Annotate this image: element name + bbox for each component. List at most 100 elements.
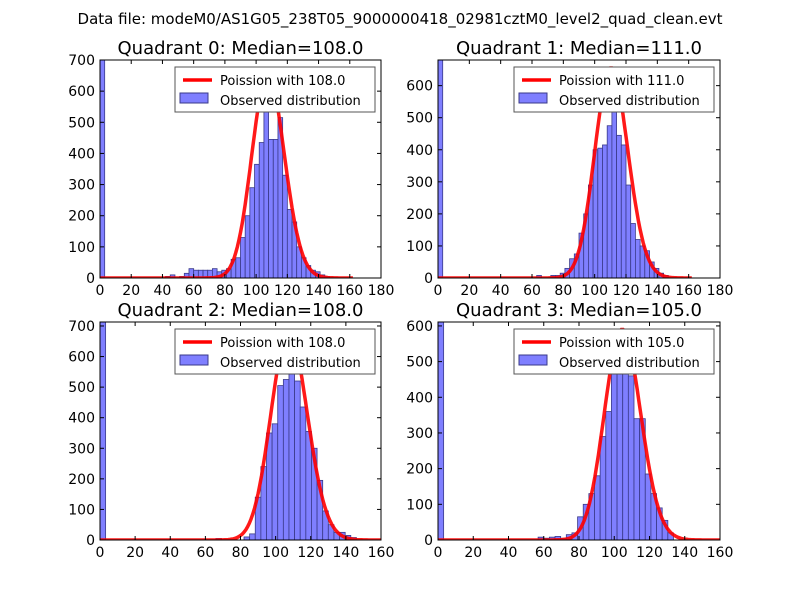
histogram-bar xyxy=(633,418,641,540)
plot-area xyxy=(100,322,381,540)
legend-label-observed: Observed distribution xyxy=(559,94,700,109)
histogram-bar xyxy=(100,60,106,278)
y-tick-label: 500 xyxy=(68,115,95,131)
poisson-curve xyxy=(438,66,692,278)
histogram-bar xyxy=(282,174,288,278)
histogram-bar xyxy=(240,237,246,278)
legend-box xyxy=(174,328,376,375)
legend: Poission with 108.0 Observed distribution xyxy=(174,328,376,375)
y-tick-label: 200 xyxy=(406,462,433,478)
x-tick-label: 40 xyxy=(500,545,518,561)
histogram-bar xyxy=(438,322,445,540)
histogram-bar xyxy=(271,423,279,540)
legend-bar-swatch xyxy=(518,92,548,104)
y-tick-label: 400 xyxy=(68,146,95,162)
x-tick-label: 0 xyxy=(96,545,105,561)
y-tick-label: 0 xyxy=(86,271,95,287)
histogram-bar xyxy=(268,139,274,278)
axes-frame xyxy=(437,59,721,279)
x-tick-label: 120 xyxy=(636,545,663,561)
y-tick-label: 300 xyxy=(406,426,433,442)
histogram-bar xyxy=(620,144,627,278)
y-tick-label: 300 xyxy=(406,175,433,191)
histogram-bar xyxy=(100,322,107,540)
legend-label-poisson: Poission with 108.0 xyxy=(220,74,345,89)
legend: Poission with 108.0 Observed distribution xyxy=(174,66,376,113)
histogram-bar xyxy=(625,184,632,278)
histogram-bar xyxy=(286,209,293,278)
x-tick-label: 60 xyxy=(523,283,541,299)
histogram-bar xyxy=(258,142,265,278)
x-tick-label: 0 xyxy=(434,283,443,299)
histogram-bar xyxy=(616,354,624,540)
y-tick-label: 200 xyxy=(68,209,95,225)
legend-label-observed: Observed distribution xyxy=(220,356,361,371)
histogram-bar xyxy=(599,436,607,540)
histogram-bar xyxy=(282,379,290,540)
x-tick-label: 120 xyxy=(613,283,640,299)
y-tick-label: 100 xyxy=(406,497,433,513)
y-tick-label: 200 xyxy=(406,207,433,223)
y-tick-label: 100 xyxy=(68,502,95,518)
y-tick-label: 100 xyxy=(68,240,95,256)
figure-title: Data file: modeM0/AS1G05_238T05_90000004… xyxy=(78,10,723,29)
x-tick-label: 80 xyxy=(570,545,588,561)
legend-bar-swatch xyxy=(179,92,209,104)
legend-box xyxy=(513,66,715,113)
y-tick-label: 500 xyxy=(406,355,433,371)
x-tick-label: 100 xyxy=(581,283,608,299)
histogram-bar xyxy=(597,147,603,278)
x-tick-label: 140 xyxy=(671,545,698,561)
y-tick-label: 700 xyxy=(68,319,95,335)
x-tick-label: 180 xyxy=(707,283,734,299)
x-tick-label: 160 xyxy=(707,545,734,561)
legend: Poission with 105.0 Observed distribution xyxy=(513,328,715,375)
histogram-bar xyxy=(277,385,284,540)
histogram-bar xyxy=(438,60,444,278)
x-tick-label: 100 xyxy=(243,283,270,299)
subplot-title: Quadrant 2: Median=108.0 xyxy=(118,300,364,321)
x-tick-label: 40 xyxy=(161,545,179,561)
x-tick-label: 80 xyxy=(216,283,234,299)
y-tick-label: 700 xyxy=(68,53,95,69)
subplot-quadrant-2: 0 20 40 60 80 100 120 140 160 0 100 200 300 400 500 600… xyxy=(68,300,394,561)
x-tick-label: 180 xyxy=(368,283,395,299)
y-tick-label: 0 xyxy=(86,533,95,549)
x-tick-label: 60 xyxy=(185,283,203,299)
x-tick-label: 0 xyxy=(96,283,105,299)
subplot-quadrant-0: 0 20 40 60 80 100 120 140 160 1800100200300400500… xyxy=(68,38,394,299)
legend-bar-swatch xyxy=(518,354,548,366)
y-tick-label: 300 xyxy=(68,178,95,194)
x-tick-label: 120 xyxy=(274,283,301,299)
y-tick-label: 400 xyxy=(406,390,433,406)
x-tick-label: 140 xyxy=(305,283,332,299)
x-tick-label: 140 xyxy=(644,283,671,299)
histogram-bar xyxy=(630,223,636,278)
histogram-bar xyxy=(254,163,260,278)
x-tick-label: 60 xyxy=(535,545,553,561)
subplot-quadrant-1: 0 20 40 60 80 100 120 140 160 180 0 100 200 300 400 500… xyxy=(406,38,733,299)
x-tick-label: 120 xyxy=(297,545,324,561)
x-tick-label: 160 xyxy=(368,545,395,561)
y-tick-label: 600 xyxy=(68,84,95,100)
y-tick-label: 400 xyxy=(406,143,433,159)
legend-label-poisson: Poission with 105.0 xyxy=(559,336,684,351)
x-tick-label: 100 xyxy=(262,545,289,561)
histogram-bar xyxy=(272,139,279,278)
y-tick-label: 200 xyxy=(68,472,95,488)
histogram-bar xyxy=(249,187,255,278)
x-tick-label: 20 xyxy=(126,545,144,561)
histogram-bar xyxy=(606,125,613,278)
x-tick-label: 140 xyxy=(333,545,360,561)
y-tick-label: 300 xyxy=(68,441,95,457)
axes-frame xyxy=(99,59,382,279)
y-tick-label: 400 xyxy=(68,411,95,427)
histogram-bar xyxy=(644,473,652,540)
y-tick-label: 0 xyxy=(424,271,433,287)
histogram-bar xyxy=(605,411,612,540)
y-tick-label: 100 xyxy=(406,239,433,255)
subplot-title: Quadrant 3: Median=105.0 xyxy=(456,300,702,321)
legend-label-poisson: Poission with 108.0 xyxy=(220,336,345,351)
poisson-curve xyxy=(100,72,353,278)
x-tick-label: 80 xyxy=(554,283,572,299)
